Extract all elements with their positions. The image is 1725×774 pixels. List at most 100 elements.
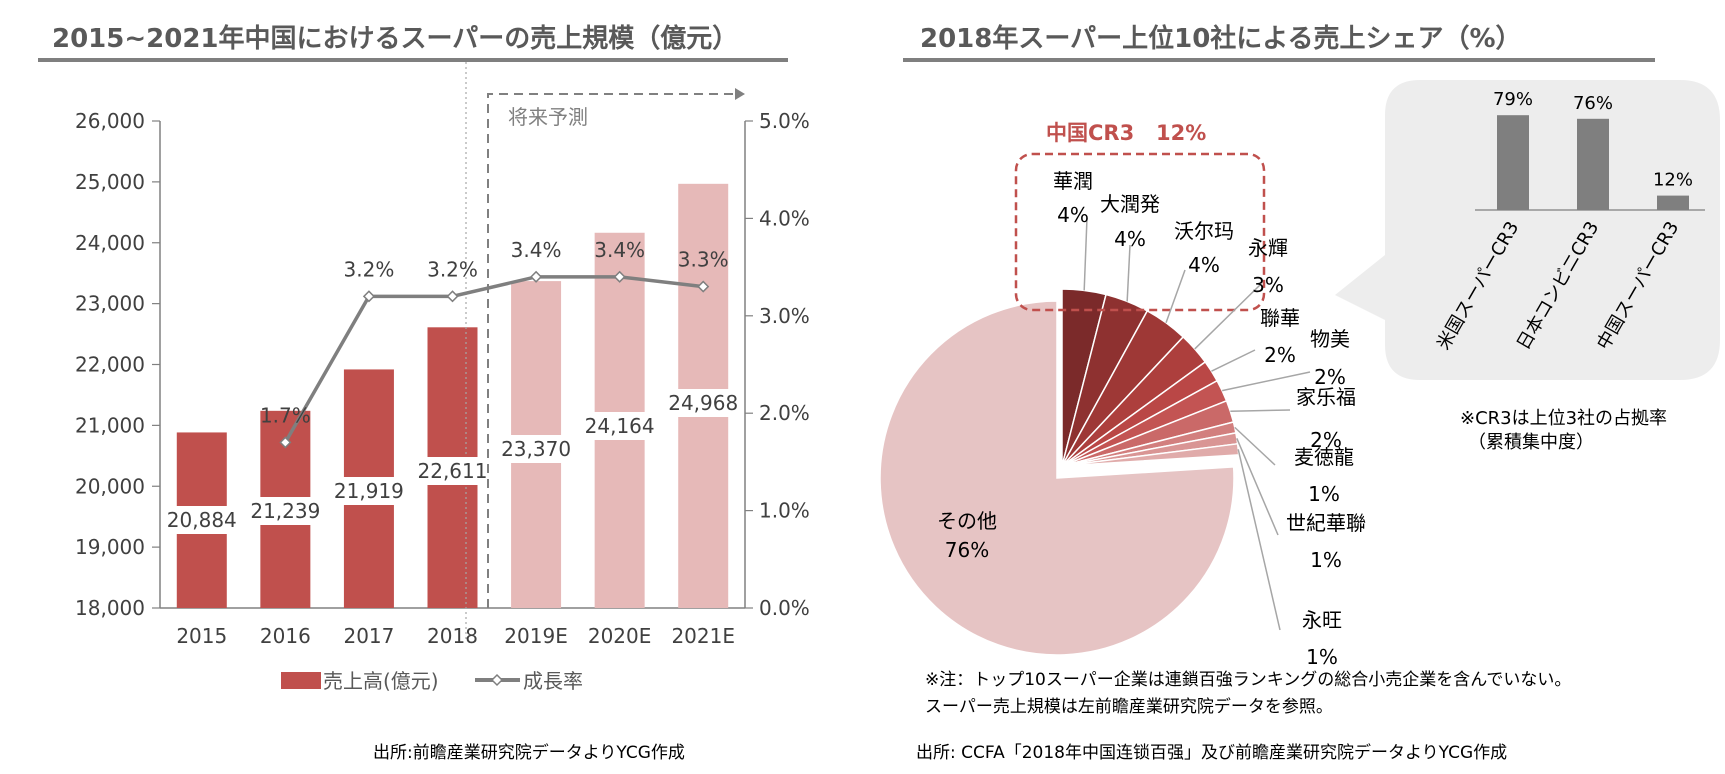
pie-leader-line	[1194, 284, 1261, 350]
x-tick-label: 2016	[260, 624, 311, 648]
bar-label-background	[167, 506, 236, 534]
bar-value-label: 22,611	[418, 459, 488, 483]
pie-slice-label: 沃尔玛	[1174, 219, 1234, 243]
growth-label: 3.4%	[594, 238, 645, 262]
bar-value-label: 24,164	[585, 414, 655, 438]
bar-value-label: 24,968	[668, 391, 738, 415]
bar-value-label: 21,919	[334, 479, 404, 503]
pie-slice	[1061, 442, 1240, 467]
right-y-ticks: 0.0% 1.0% 2.0% 3.0% 4.0% 5.0%	[745, 109, 810, 620]
pie-slice-label: 世紀華聯	[1286, 511, 1366, 535]
sales-value-labels: 20,884 21,239 21,919 22,611 23,370 24,164 24,9…	[167, 389, 738, 534]
growth-label: 3.2%	[427, 257, 478, 281]
growth-label: 3.2%	[344, 257, 395, 281]
bar-label-background	[334, 477, 403, 505]
inset-note-line2: （累積集中度）	[1468, 432, 1594, 453]
pie-slice-label: 物美	[1310, 327, 1350, 351]
left-chart-title: 2015~2021年中国におけるスーパーの売上規模（億元）	[52, 24, 739, 54]
cr3-dashed-box	[1014, 152, 1266, 312]
cr3-value: 12%	[1156, 121, 1206, 145]
bar-label-background	[669, 389, 738, 417]
right-y-tick-label: 5.0%	[759, 109, 810, 133]
pie-slice-label: 永旺	[1302, 608, 1342, 632]
left-source-note: 出所:前瞻産業研究院データよりYCG作成	[373, 742, 685, 763]
inset-bar	[1657, 195, 1689, 210]
legend-bar-swatch	[281, 672, 321, 689]
left-title-rule	[38, 58, 788, 62]
pie-leader-line	[1230, 409, 1291, 413]
left-y-tick-label: 26,000	[75, 109, 145, 133]
pie-slice-value: 2%	[1310, 428, 1342, 452]
right-source-note: 出所: CCFA「2018年中国连锁百强」及び前瞻産業研究院データよりYCG作成	[916, 742, 1507, 763]
right-chart-title: 2018年スーパー上位10社による売上シェア（%）	[920, 24, 1522, 54]
bar-label-background	[585, 412, 654, 440]
x-ticks: 2015 2016 2017 2018 2019E 2020E 2021E	[176, 624, 735, 648]
pie-slice-value: 2%	[1264, 343, 1296, 367]
bar-value-label: 20,884	[167, 508, 237, 532]
growth-label: 3.4%	[511, 238, 562, 262]
growth-point	[613, 270, 626, 283]
bar-label-background	[502, 435, 571, 463]
legend-bar-label: 売上高(億元)	[323, 669, 439, 693]
forecast-bracket	[487, 93, 735, 608]
bar-label-background	[418, 457, 487, 485]
pie-leader-line	[1165, 269, 1186, 324]
left-y-tick-label: 21,000	[75, 413, 145, 437]
left-y-tick-label: 18,000	[75, 596, 145, 620]
pie-slice-label: 大潤発	[1100, 192, 1160, 216]
cr3-label: 中国CR3	[1046, 121, 1134, 145]
left-y-tick-label: 24,000	[75, 231, 145, 255]
left-y-tick-label: 19,000	[75, 535, 145, 559]
x-tick-label: 2021E	[671, 624, 735, 648]
growth-point	[362, 290, 375, 303]
pie-leader-line	[1221, 371, 1311, 392]
growth-point	[446, 290, 459, 303]
inset-bar-value: 12%	[1653, 170, 1693, 191]
x-tick-label: 2018	[427, 624, 478, 648]
pie-slice-value: 1%	[1310, 548, 1342, 572]
growth-point	[697, 280, 710, 293]
pie-leader-line	[1237, 449, 1281, 631]
left-y-tick-label: 25,000	[75, 170, 145, 194]
bar-value-label: 21,239	[250, 499, 320, 523]
pie-leader-line	[1083, 217, 1088, 291]
pie-slice	[879, 300, 1235, 656]
pie-slice-label: 麦徳龍	[1294, 445, 1354, 469]
legend: 売上高(億元) 成長率	[281, 669, 583, 693]
growth-line-path	[283, 275, 704, 444]
right-note-line2: スーパー売上規模は左前瞻産業研究院データを参照。	[925, 696, 1333, 717]
sales-growth-chart: 18,000 19,000 20,000 21,000 22,000 23,000 24,0…	[75, 62, 810, 763]
growth-point	[279, 436, 292, 449]
pie-slice-label: その他	[937, 509, 997, 533]
pie-leader-line	[1211, 349, 1256, 372]
inset-note-line1: ※CR3は上位3社の占拠率	[1460, 408, 1667, 429]
pie-slice-label: 聯華	[1260, 306, 1300, 330]
right-y-tick-label: 1.0%	[759, 499, 810, 523]
inset-bar	[1577, 118, 1609, 210]
pie-leader-line	[1234, 426, 1276, 466]
growth-label: 3.3%	[678, 248, 729, 272]
pie-leader-line	[1236, 438, 1279, 536]
pie-slice-value: 4%	[1114, 227, 1146, 251]
sales-bars	[176, 183, 729, 609]
left-y-tick-label: 20,000	[75, 474, 145, 498]
growth-label: 1.7%	[260, 403, 311, 427]
left-y-tick-label: 23,000	[75, 292, 145, 316]
x-tick-label: 2015	[176, 624, 227, 648]
pie-leader-line	[1126, 244, 1131, 302]
pie-slice-label: 華潤	[1053, 169, 1093, 193]
x-tick-label: 2020E	[588, 624, 652, 648]
right-y-tick-label: 2.0%	[759, 401, 810, 425]
forecast-label: 将来予測	[508, 105, 588, 129]
inset-bar-value: 79%	[1493, 89, 1533, 110]
bar-label-background	[251, 497, 320, 525]
growth-point	[530, 270, 543, 283]
inset-bar	[1497, 115, 1529, 210]
legend-line-marker	[490, 673, 504, 687]
right-y-tick-label: 3.0%	[759, 304, 810, 328]
